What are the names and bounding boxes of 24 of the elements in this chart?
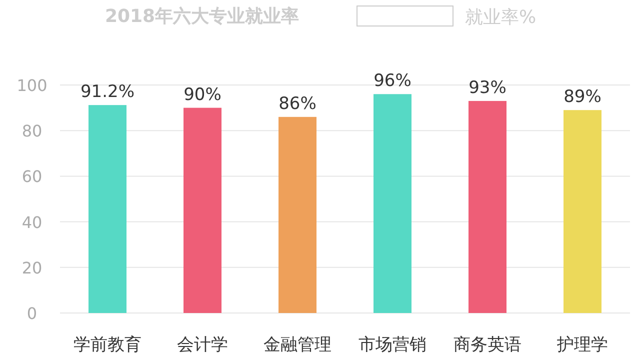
y-tick-label: 60 [22, 167, 42, 186]
bar [88, 105, 126, 313]
x-tick-label: 商务英语 [454, 335, 522, 355]
data-label: 90% [184, 84, 222, 105]
data-label: 91.2% [80, 82, 135, 102]
x-tick-label: 学前教育 [74, 335, 142, 355]
x-tick-label: 市场营销 [358, 335, 426, 355]
y-tick-label: 20 [22, 258, 42, 278]
data-label: 96% [374, 71, 412, 92]
bar [468, 100, 506, 313]
x-tick-label: 会计学 [177, 335, 228, 355]
y-tick-label: 0 [26, 304, 38, 323]
data-label: 86% [278, 94, 316, 114]
data-label: 89% [564, 87, 602, 108]
y-tick-label: 40 [22, 212, 42, 232]
bar [374, 94, 412, 313]
bar [278, 116, 316, 313]
x-tick-label: 护理学 [556, 335, 608, 355]
y-tick-label: 80 [22, 122, 42, 141]
y-tick-label: 100 [16, 76, 48, 95]
x-tick-label: 金融管理 [264, 335, 332, 355]
bar [184, 108, 222, 313]
data-label: 93% [468, 78, 506, 98]
bar [564, 110, 602, 313]
